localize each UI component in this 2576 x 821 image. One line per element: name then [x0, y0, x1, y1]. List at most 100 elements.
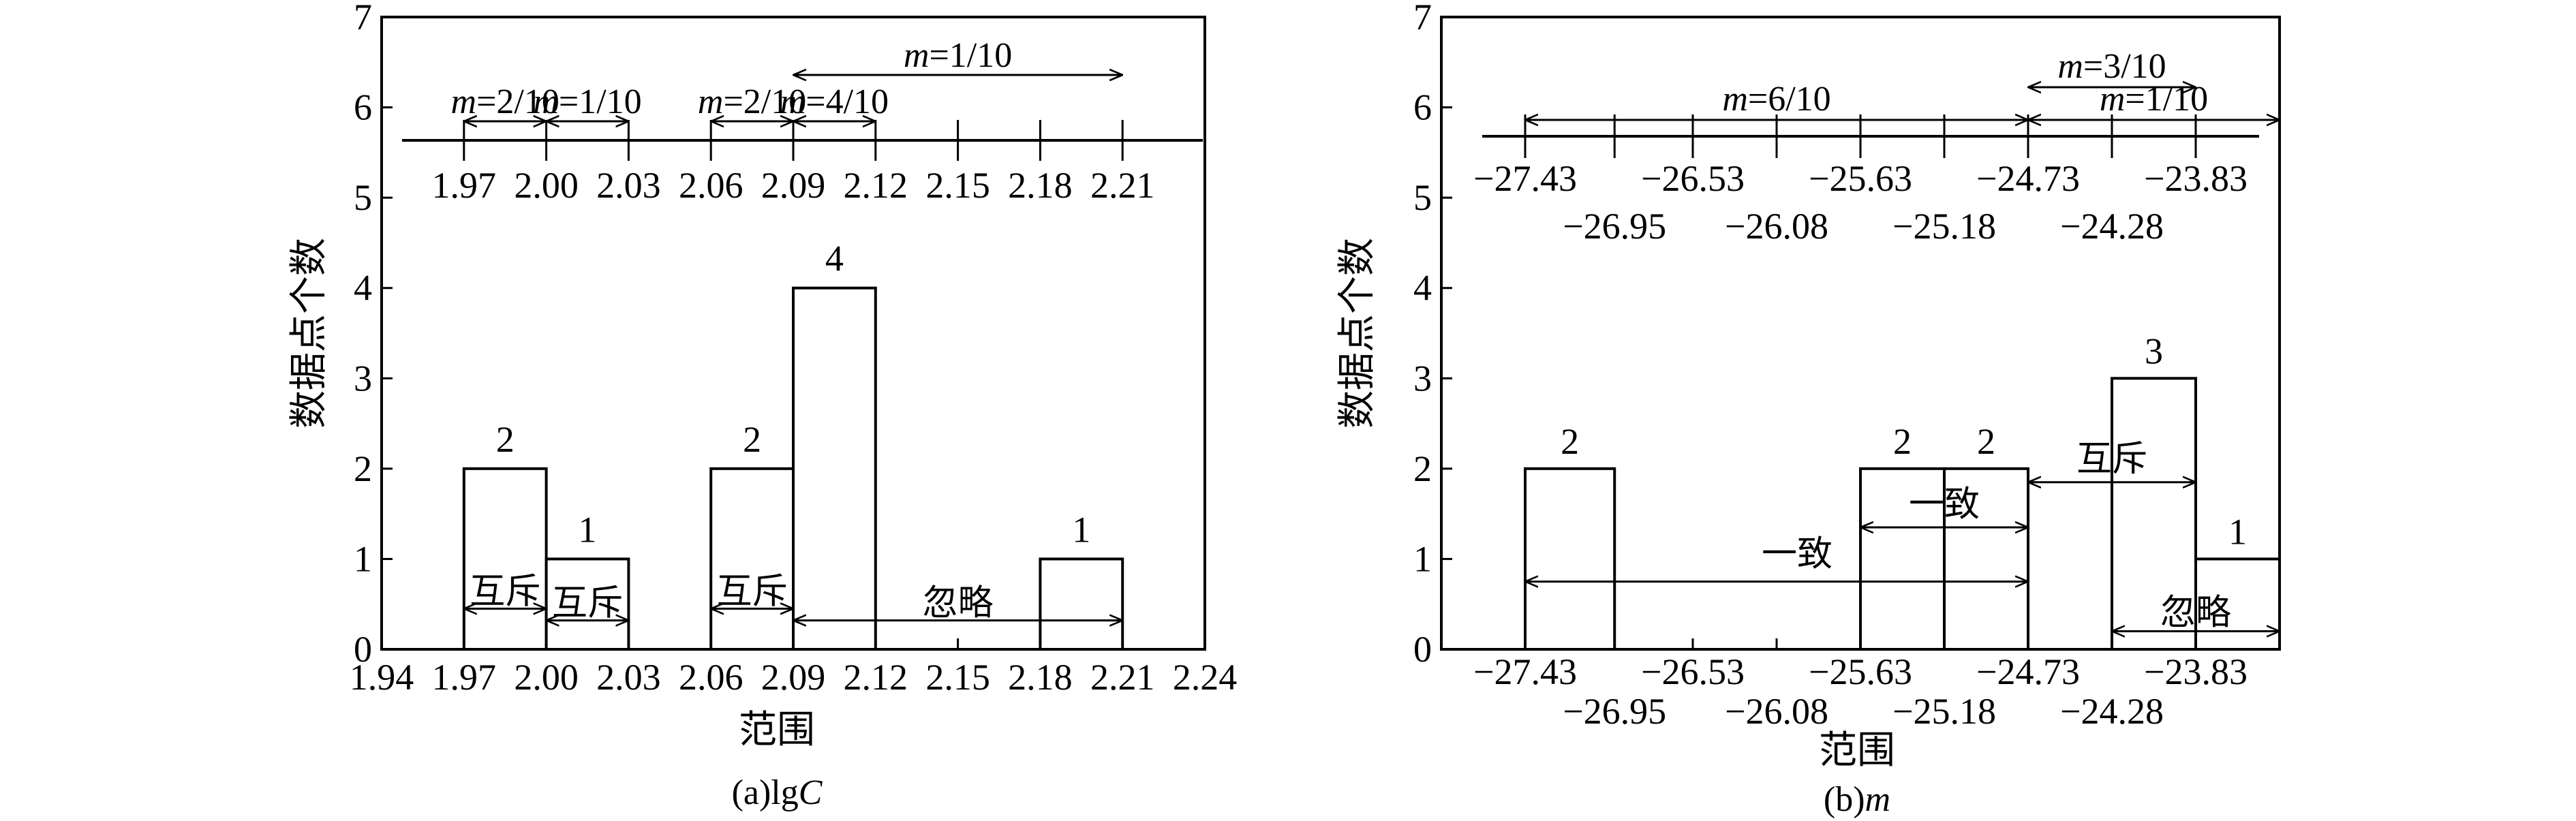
y-tick-label-a: 2 — [354, 448, 372, 489]
chart-panel-a: 0 1 2 3 4 5 6 7 1.94 1.97 2.00 2.03 2.06 2.09 2.12 2.1… — [287, 0, 1237, 812]
x-tick-label-a: 2.24 — [1173, 657, 1238, 698]
x-tick-label-b: −24.73 — [1976, 651, 2080, 692]
x-tick-label-b: −26.08 — [1725, 691, 1828, 732]
bars-a: 2 1 2 4 1 — [462, 238, 1124, 651]
y-tick-label-b: 1 — [1413, 538, 1432, 579]
scale-tick-label-b: −26.95 — [1563, 206, 1666, 247]
bar-value-label-b: 3 — [2145, 330, 2163, 371]
span-label-a: m=1/10 — [904, 36, 1012, 75]
x-tick-label-a: 1.94 — [350, 657, 414, 698]
span-label-b: m=6/10 — [1722, 80, 1830, 119]
scale-tick-label-b: −25.18 — [1892, 206, 1996, 247]
y-tick-label-a: 4 — [354, 268, 372, 309]
y-axis-ticks-a: 0 1 2 3 4 5 6 7 — [354, 0, 393, 670]
span-label-a: m=1/10 — [533, 82, 641, 121]
scale-tick-label-a: 2.09 — [761, 165, 826, 206]
span-label-a: m=2/10 — [698, 82, 806, 121]
x-tick-label-a: 2.15 — [925, 657, 990, 698]
histogram-bar-b — [1524, 467, 1616, 651]
scale-tick-label-a: 2.03 — [596, 165, 661, 206]
x-tick-label-b: −25.18 — [1892, 691, 1996, 732]
histogram-bar-a — [1039, 557, 1124, 651]
bar-value-label-a: 1 — [579, 509, 597, 550]
scale-tick-label-b: −27.43 — [1473, 158, 1577, 199]
bar-value-label-b: 2 — [1893, 421, 1912, 462]
scale-tick-label-b: −26.53 — [1641, 158, 1745, 199]
y-tick-label-b: 6 — [1413, 87, 1432, 128]
x-tick-label-a: 2.18 — [1008, 657, 1073, 698]
scale-tick-label-a: 2.15 — [925, 165, 990, 206]
relation-label-a: 互斥 — [717, 571, 788, 612]
scale-tick-label-a: 1.97 — [432, 165, 497, 206]
y-tick-label-b: 5 — [1413, 177, 1432, 218]
scale-line-b: −27.43 −26.95 −26.53 −26.08 −25.63 −25.18 −24.… — [1473, 47, 2280, 247]
x-tick-label-b: −27.43 — [1473, 651, 1577, 692]
y-tick-label-a: 5 — [354, 177, 372, 218]
x-tick-label-a: 2.21 — [1090, 657, 1155, 698]
scale-tick-label-b: −24.28 — [2060, 206, 2164, 247]
bar-value-label-b: 2 — [1561, 421, 1579, 462]
x-tick-label-a: 2.06 — [679, 657, 743, 698]
x-axis-label-a: 范围 — [739, 708, 815, 752]
relation-label-b: 一致 — [1909, 484, 1980, 525]
histogram-bar-a — [792, 286, 877, 651]
y-tick-label-a: 1 — [354, 538, 372, 579]
span-label-a: m=2/10 — [451, 82, 559, 121]
scale-line-a: 1.97 2.00 2.03 2.06 2.09 2.12 2.15 2.18 2.21 m=2/… — [402, 36, 1203, 206]
x-axis-ticks-a: 1.94 1.97 2.00 2.03 2.06 2.09 2.12 2.15 2.18 2.21… — [350, 638, 1238, 698]
histogram-bar-b — [1943, 467, 2029, 651]
y-tick-label-b: 0 — [1413, 629, 1432, 670]
scale-tick-label-a: 2.00 — [514, 165, 579, 206]
relation-label-b: 一致 — [1762, 533, 1833, 574]
bar-value-label-b: 1 — [2228, 511, 2247, 552]
x-tick-label-a: 1.97 — [432, 657, 497, 698]
x-tick-label-b: −24.28 — [2060, 691, 2164, 732]
bars-b: 2 2 2 3 1 — [1524, 330, 2281, 651]
y-axis-label-b: 数据点个数 — [1335, 238, 1379, 429]
span-label-b: m=3/10 — [2057, 47, 2166, 86]
scale-tick-label-a: 2.06 — [679, 165, 743, 206]
x-tick-label-a: 2.00 — [514, 657, 579, 698]
x-axis-label-b: 范围 — [1819, 728, 1895, 773]
x-tick-label-b: −26.53 — [1641, 651, 1745, 692]
scale-tick-label-b: −26.08 — [1725, 206, 1828, 247]
relation-label-a: 互斥 — [552, 583, 623, 624]
caption-a: (a)lgC — [732, 773, 823, 812]
scale-tick-label-b: −23.83 — [2144, 158, 2248, 199]
y-tick-label-b: 2 — [1413, 448, 1432, 489]
histogram-bar-a — [462, 467, 548, 651]
scale-tick-label-a: 2.18 — [1008, 165, 1073, 206]
y-tick-label-a: 3 — [354, 358, 372, 399]
histogram-bar-b — [1859, 467, 1946, 651]
y-tick-label-a: 7 — [354, 0, 372, 37]
bar-value-label-a: 2 — [496, 419, 515, 460]
x-tick-label-b: −25.63 — [1809, 651, 1912, 692]
relation-label-a: 忽略 — [923, 583, 994, 624]
scale-tick-label-a: 2.12 — [844, 165, 908, 206]
relation-arrows-a: 互斥 互斥 互斥 忽略 — [464, 571, 1122, 623]
x-tick-label-a: 2.03 — [596, 657, 661, 698]
y-tick-label-b: 3 — [1413, 358, 1432, 399]
bar-value-label-a: 1 — [1072, 509, 1090, 550]
histogram-bar-b — [2111, 377, 2197, 651]
span-label-a: m=4/10 — [780, 82, 889, 121]
y-axis-label-a: 数据点个数 — [287, 238, 331, 429]
histogram-bar-a — [709, 467, 795, 651]
bar-value-label-a: 2 — [743, 419, 761, 460]
scale-tick-label-a: 2.21 — [1090, 165, 1155, 206]
y-tick-label-a: 0 — [354, 629, 372, 670]
relation-label-b: 互斥 — [2076, 439, 2147, 480]
histogram-bar-a — [545, 557, 630, 651]
y-axis-ticks-b: 0 1 2 3 4 5 6 7 — [1413, 0, 1452, 670]
y-tick-label-b: 4 — [1413, 268, 1432, 309]
span-label-b: m=1/10 — [2100, 80, 2208, 119]
scale-tick-label-b: −25.63 — [1809, 158, 1912, 199]
y-tick-label-b: 7 — [1413, 0, 1432, 37]
scale-tick-label-b: −24.73 — [1976, 158, 2080, 199]
y-tick-label-a: 6 — [354, 87, 372, 128]
bar-value-label-b: 2 — [1977, 421, 1995, 462]
x-axis-ticks-b: −27.43−26.95−26.53−26.08−25.63−25.18−24.… — [1473, 638, 2248, 732]
